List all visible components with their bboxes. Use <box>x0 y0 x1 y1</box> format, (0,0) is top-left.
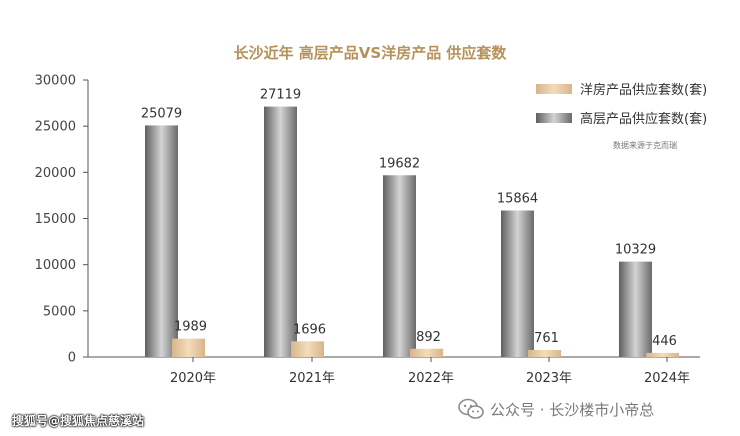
bar-highrise <box>501 210 534 357</box>
x-tick-label: 2021年 <box>289 371 335 386</box>
data-label-villa: 892 <box>416 330 441 345</box>
y-tick-label: 15000 <box>35 212 76 227</box>
legend-swatch-villa <box>536 84 572 94</box>
data-label-highrise: 27119 <box>260 88 301 103</box>
data-label-highrise: 25079 <box>141 106 182 121</box>
data-label-highrise: 10329 <box>615 243 656 258</box>
data-label-villa: 761 <box>534 331 559 346</box>
x-tick-label: 2024年 <box>644 371 690 386</box>
legend-label: 高层产品供应套数(套) <box>580 111 707 127</box>
watermark-left: 搜狐号@搜狐焦点慈溪站 <box>12 414 145 428</box>
legend-swatch-highrise <box>536 113 572 123</box>
bar-highrise <box>145 125 178 358</box>
data-label-highrise: 15864 <box>497 192 538 207</box>
bar-highrise <box>619 261 652 357</box>
y-tick-label: 5000 <box>43 304 76 319</box>
axes: 0 5000 10000 15000 20000 25000 30000 2020年 2021年… <box>35 74 700 386</box>
data-label-villa: 1696 <box>293 322 326 337</box>
bar-villa <box>410 348 443 357</box>
bar-villa <box>172 338 205 357</box>
y-tick-label: 20000 <box>35 166 76 181</box>
y-tick-label: 30000 <box>35 74 76 89</box>
x-tick-label: 2020年 <box>170 371 216 386</box>
watermark-right: 公众号 · 长沙楼市小帝总 <box>458 398 654 420</box>
bar-villa <box>528 349 561 357</box>
data-label-villa: 1989 <box>174 320 207 335</box>
data-label-highrise: 19682 <box>379 156 420 171</box>
legend-label: 洋房产品供应套数(套) <box>580 82 707 98</box>
source-note: 数据来源于克而瑞 <box>613 140 677 150</box>
bar-villa <box>291 341 324 357</box>
bar-villa <box>646 352 679 357</box>
chart-title: 长沙近年 高层产品VS洋房产品 供应套数 <box>234 44 508 62</box>
y-tick-label: 25000 <box>35 120 76 135</box>
legend: 洋房产品供应套数(套) 高层产品供应套数(套) <box>536 82 707 127</box>
y-tick-label: 0 <box>68 351 76 366</box>
x-tick-label: 2022年 <box>408 371 454 386</box>
data-label-villa: 446 <box>652 334 677 349</box>
bars: 25079 1989 27119 1696 19682 892 15864 761 10329 4… <box>141 88 679 358</box>
y-tick-label: 10000 <box>35 258 76 273</box>
x-tick-label: 2023年 <box>526 371 572 386</box>
bar-highrise <box>264 106 297 358</box>
bar-highrise <box>383 175 416 357</box>
wechat-icon <box>458 398 484 419</box>
watermark-right-text: 公众号 · 长沙楼市小帝总 <box>490 400 655 419</box>
